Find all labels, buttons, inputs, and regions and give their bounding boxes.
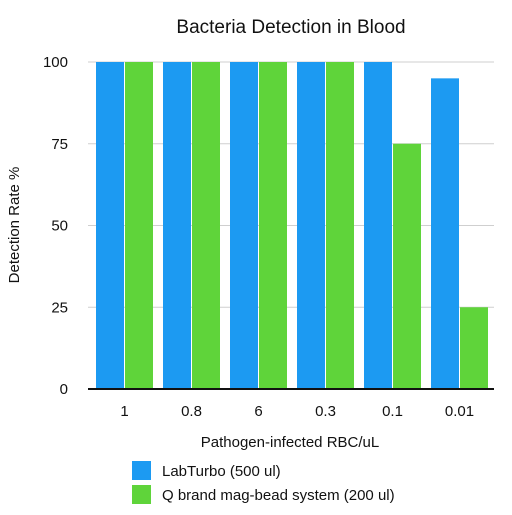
y-tick-label: 100: [43, 54, 68, 71]
grid-lines: [88, 61, 494, 308]
x-axis-label: Pathogen-infected RBC/uL: [201, 434, 379, 451]
bar-series1-4: [364, 62, 392, 389]
y-tick-label: 50: [51, 218, 68, 235]
bar-series2-0: [125, 62, 153, 389]
x-tick-label: 0.01: [445, 403, 474, 420]
bars: [96, 62, 488, 389]
legend-label: LabTurbo (500 ul): [162, 463, 281, 480]
legend-swatch: [132, 485, 151, 504]
x-tick-label: 1: [120, 403, 128, 420]
bar-series1-1: [163, 62, 191, 389]
x-tick-label: 0.8: [181, 403, 202, 420]
y-tick-label: 75: [51, 136, 68, 153]
bar-series2-5: [460, 307, 488, 389]
legend-swatch: [132, 461, 151, 480]
bar-series2-1: [192, 62, 220, 389]
bar-series2-3: [326, 62, 354, 389]
y-axis-label: Detection Rate %: [6, 167, 23, 284]
bar-series2-2: [259, 62, 287, 389]
bar-series1-0: [96, 62, 124, 389]
legend-label: Q brand mag-bead system (200 ul): [162, 487, 395, 504]
x-tick-label: 0.3: [315, 403, 336, 420]
bar-series1-3: [297, 62, 325, 389]
bar-series1-5: [431, 78, 459, 389]
y-tick-label: 25: [51, 299, 68, 316]
x-tick-label: 0.1: [382, 403, 403, 420]
y-axis-ticks: 0 25 50 75 100: [43, 54, 68, 398]
chart-title: Bacteria Detection in Blood: [176, 17, 405, 38]
x-tick-label: 6: [254, 403, 262, 420]
y-tick-label: 0: [60, 381, 68, 398]
x-axis-ticks: 1 0.8 6 0.3 0.1 0.01: [120, 403, 474, 420]
legend: LabTurbo (500 ul) Q brand mag-bead system…: [132, 461, 395, 504]
bar-series2-4: [393, 143, 421, 389]
bar-series1-2: [230, 62, 258, 389]
